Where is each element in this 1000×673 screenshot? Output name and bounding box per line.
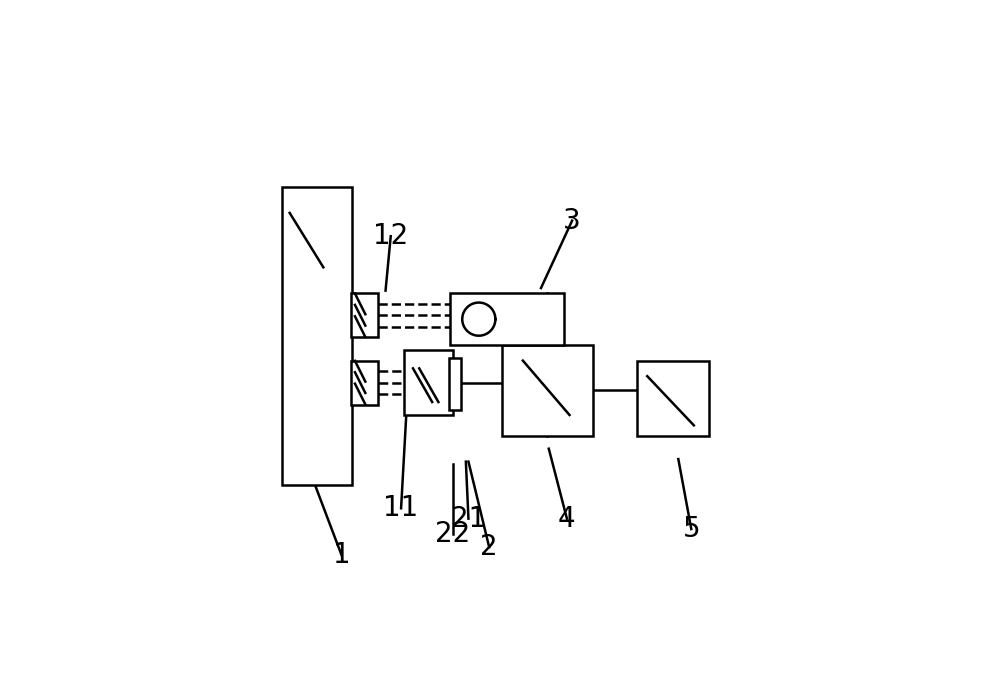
Bar <box>351 293 378 337</box>
Bar <box>637 361 709 435</box>
Bar <box>404 350 453 415</box>
Text: 1: 1 <box>333 541 350 569</box>
Text: 3: 3 <box>563 207 581 235</box>
Text: 4: 4 <box>558 505 576 532</box>
Bar <box>450 293 564 345</box>
Bar <box>449 358 461 410</box>
Text: 21: 21 <box>451 505 486 532</box>
Bar <box>502 345 593 435</box>
Text: 5: 5 <box>682 515 700 543</box>
Text: 12: 12 <box>373 222 408 250</box>
Text: 11: 11 <box>383 494 419 522</box>
Bar <box>282 187 352 485</box>
Bar <box>351 361 378 404</box>
Text: 2: 2 <box>480 533 498 561</box>
Text: 22: 22 <box>435 520 471 548</box>
